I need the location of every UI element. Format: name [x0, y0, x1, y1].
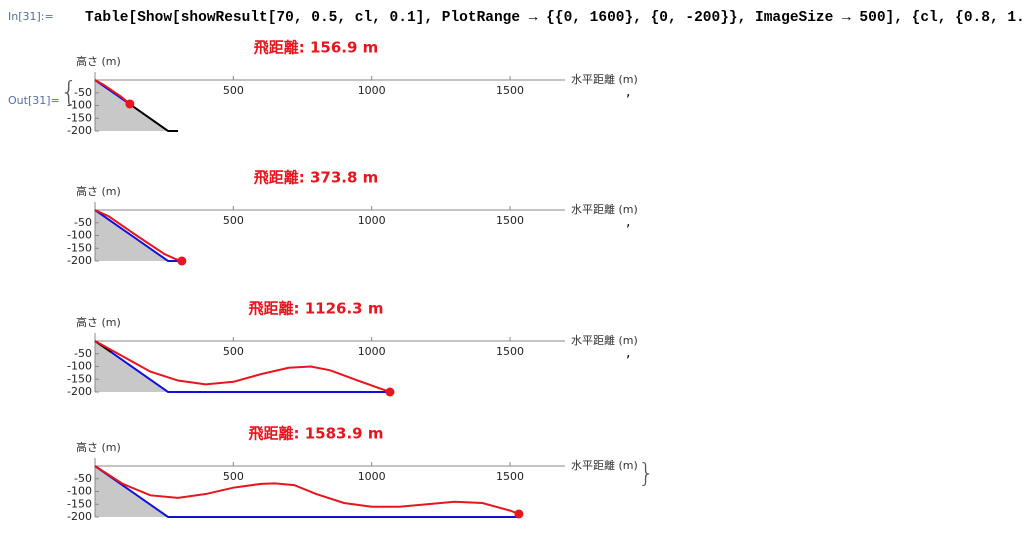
y-axis-label: 高さ (m): [76, 184, 121, 198]
landing-point: [514, 509, 524, 519]
y-axis-label: 高さ (m): [76, 315, 121, 329]
x-tick-label: 1500: [496, 345, 524, 358]
trajectory-line: [94, 79, 131, 105]
y-tick-label: -100: [67, 485, 92, 498]
y-axis-label: 高さ (m): [76, 440, 121, 454]
chart-title: 飛距離: 1583.9 m: [248, 425, 384, 443]
y-tick-label: -200: [67, 510, 92, 523]
x-axis-label: 水平距離 (m): [571, 458, 638, 472]
x-tick-label: 1000: [358, 214, 386, 227]
y-tick-label: -50: [74, 472, 92, 485]
trajectory-line: [94, 209, 183, 262]
trajectory-line: [111, 351, 390, 393]
x-tick-label: 1500: [496, 84, 524, 97]
x-tick-label: 1000: [358, 470, 386, 483]
input-label: In[31]:=: [8, 10, 54, 23]
separator: ,: [626, 345, 630, 361]
close-brace: }: [638, 459, 655, 489]
trajectory-line: [94, 465, 519, 518]
landing-point: [125, 99, 135, 109]
chart-title: 飛距離: 1126.3 m: [248, 300, 384, 318]
x-tick-label: 1000: [358, 84, 386, 97]
y-tick-label: -50: [74, 347, 92, 360]
y-tick-label: -100: [67, 99, 92, 112]
trajectory-line: [94, 340, 391, 393]
x-tick-label: 500: [223, 84, 244, 97]
separator: ,: [626, 214, 630, 230]
y-axis-label: 高さ (m): [76, 54, 121, 68]
y-tick-label: -200: [67, 254, 92, 267]
landing-point: [177, 256, 187, 266]
chart-title: 飛距離: 156.9 m: [253, 39, 379, 57]
open-brace: {: [60, 75, 78, 108]
x-axis-label: 水平距離 (m): [571, 202, 638, 216]
y-tick-label: -100: [67, 229, 92, 242]
x-tick-label: 500: [223, 345, 244, 358]
y-tick-label: -150: [67, 497, 92, 510]
input-code[interactable]: Table[Show[showResult[70, 0.5, cl, 0.1],…: [85, 10, 1024, 26]
x-axis-label: 水平距離 (m): [571, 72, 638, 86]
y-tick-label: -200: [67, 385, 92, 398]
y-tick-label: -150: [67, 372, 92, 385]
landing-point: [385, 387, 395, 397]
separator: ,: [626, 84, 630, 100]
output-label: Out[31]=: [8, 94, 60, 107]
y-tick-label: -50: [74, 86, 92, 99]
x-tick-label: 1500: [496, 214, 524, 227]
x-tick-label: 500: [223, 470, 244, 483]
y-tick-label: -50: [74, 216, 92, 229]
y-tick-label: -200: [67, 124, 92, 137]
trajectory-line: [94, 465, 520, 515]
y-tick-label: -150: [67, 241, 92, 254]
x-tick-label: 1000: [358, 345, 386, 358]
trajectory-line: [129, 103, 179, 132]
y-tick-label: -150: [67, 111, 92, 124]
x-tick-label: 500: [223, 214, 244, 227]
x-axis-label: 水平距離 (m): [571, 333, 638, 347]
trajectory-line: [94, 209, 182, 262]
x-tick-label: 1500: [496, 470, 524, 483]
y-tick-label: -100: [67, 360, 92, 373]
chart-title: 飛距離: 373.8 m: [253, 169, 379, 187]
